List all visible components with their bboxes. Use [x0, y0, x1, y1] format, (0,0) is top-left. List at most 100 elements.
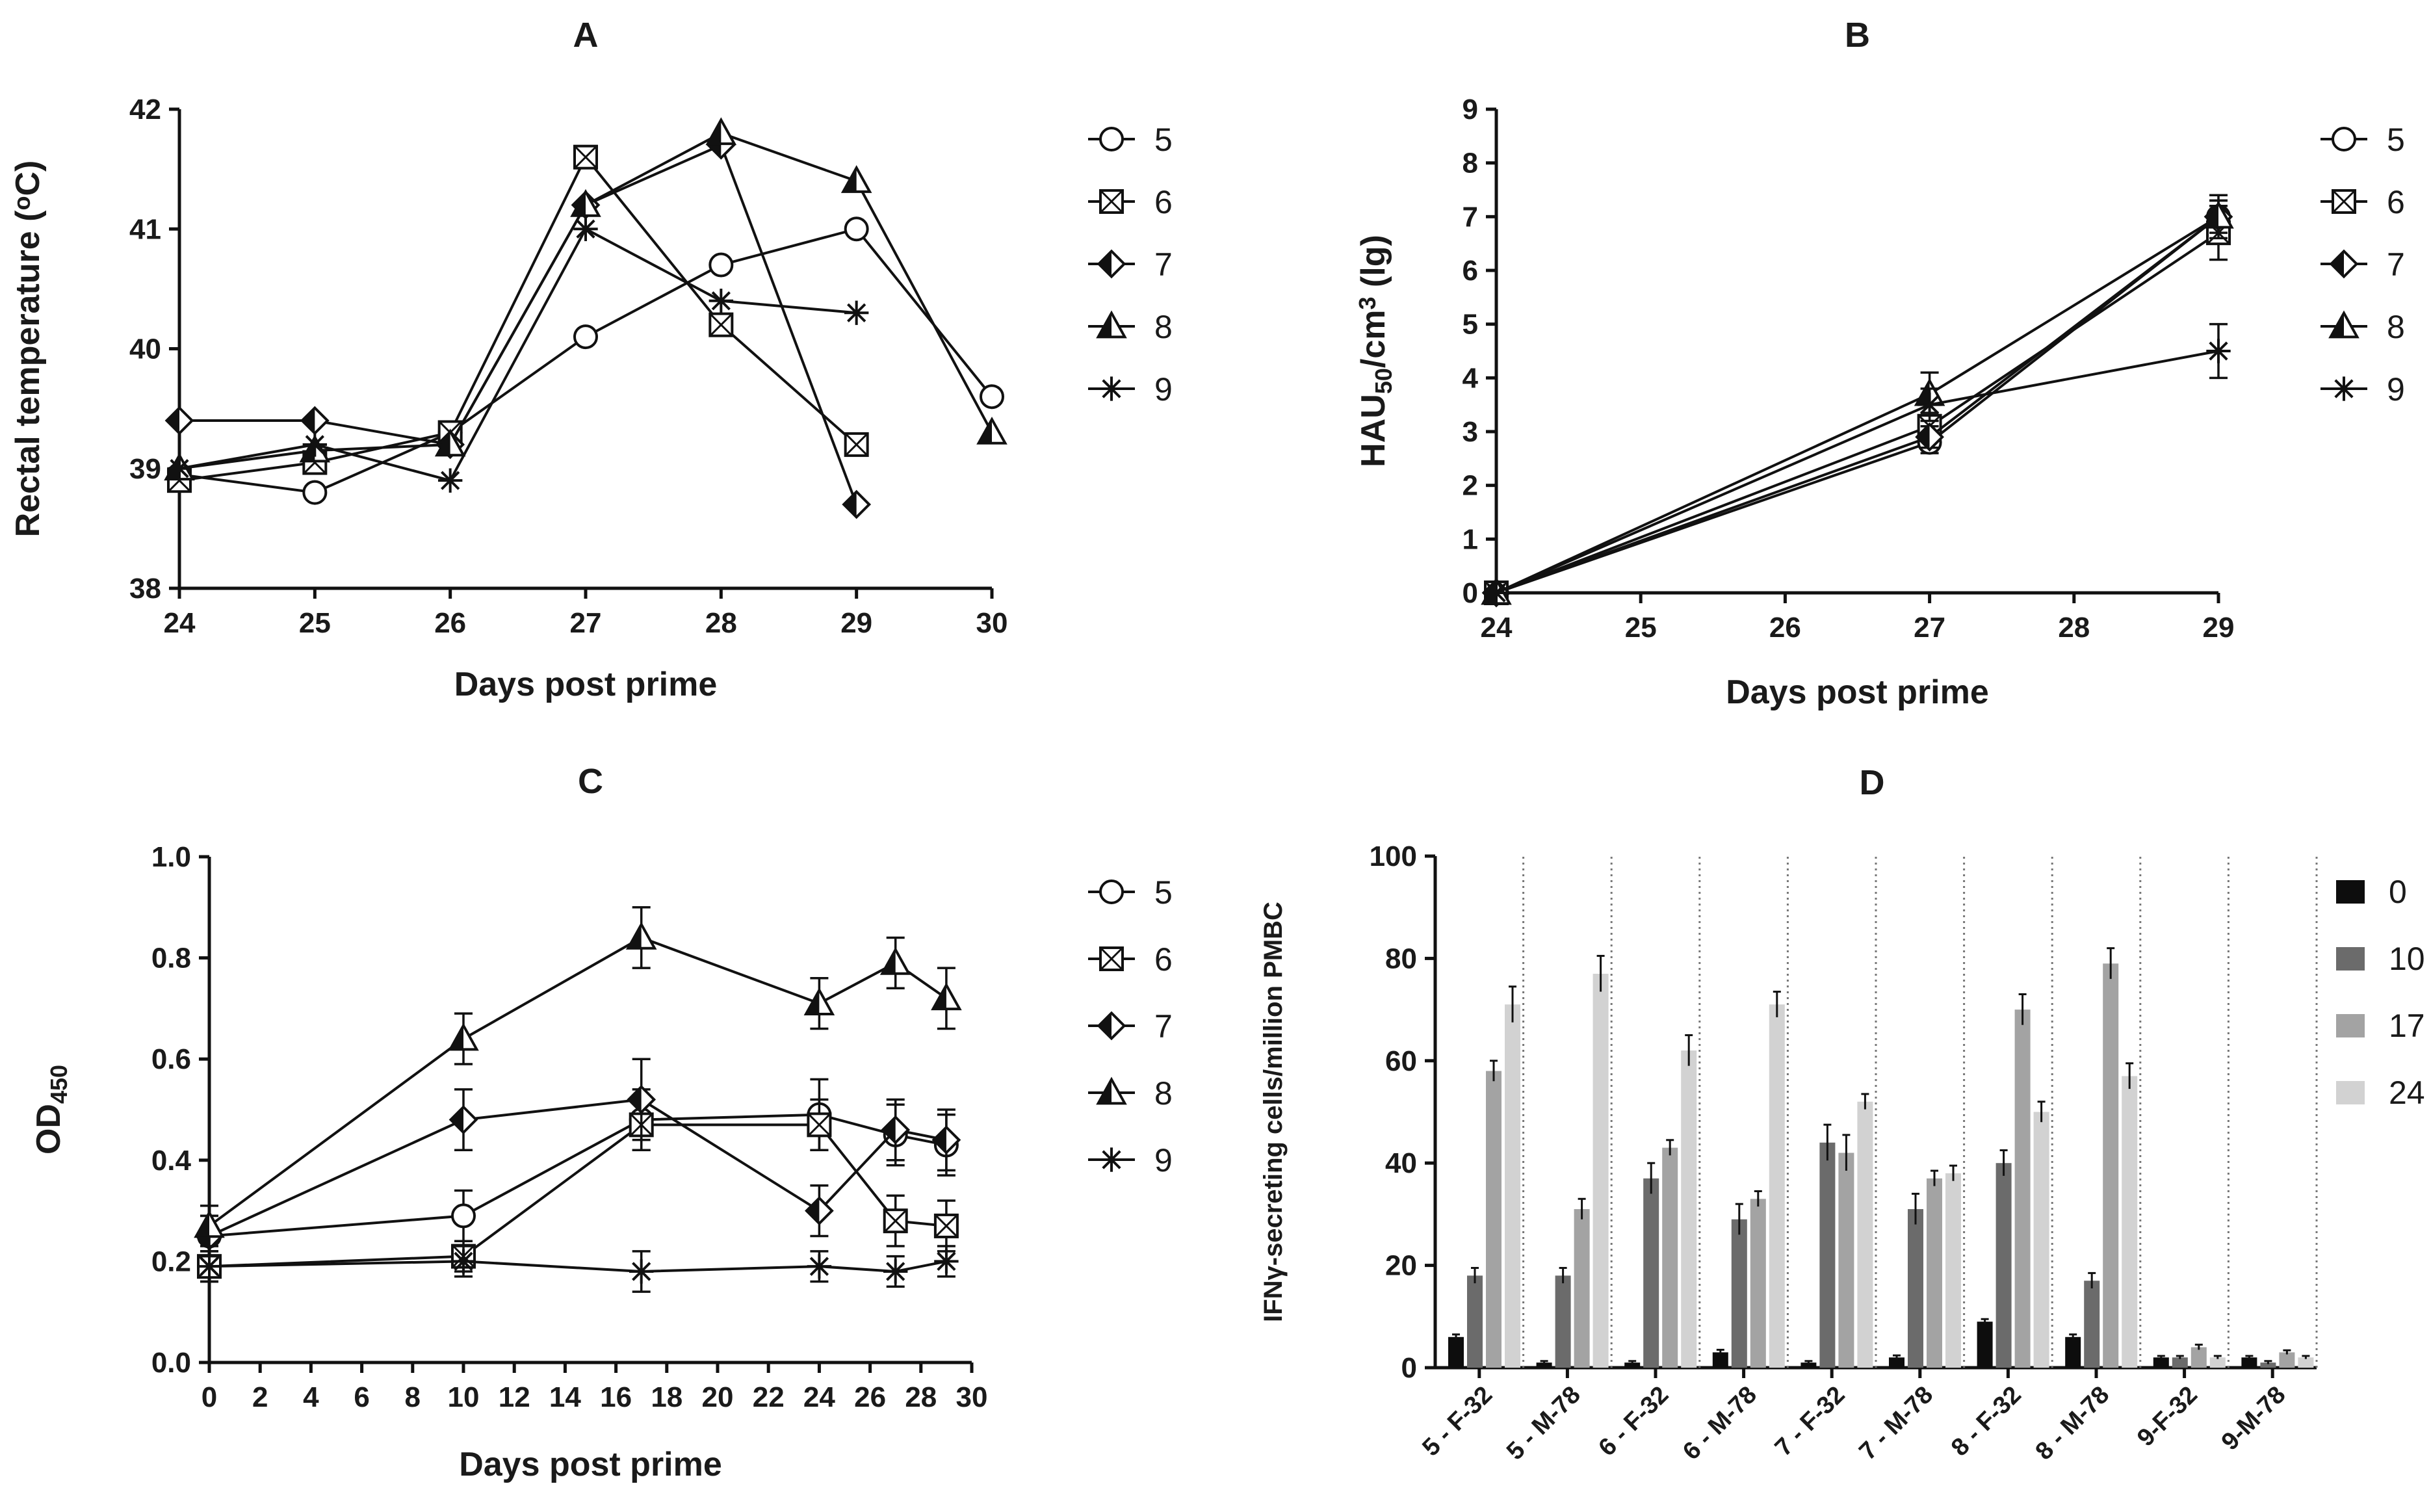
- legend-entry-7: 7: [2320, 246, 2405, 283]
- bar: [1819, 1142, 1836, 1368]
- bar: [1643, 1178, 1659, 1368]
- marker-star-ray: [1102, 1150, 1121, 1169]
- bar: [2209, 1357, 2226, 1368]
- x-tick-label: 27: [570, 607, 602, 639]
- series-line: [208, 936, 948, 1227]
- legend-entry-5: 5: [1088, 874, 1173, 911]
- marker-x: [573, 145, 598, 169]
- series-8: [164, 117, 1008, 481]
- y-axis-label-part: 3: [1354, 296, 1381, 309]
- legend-marker: [1099, 127, 1124, 151]
- x-tick-label: 8 - M-78: [2031, 1381, 2115, 1466]
- x-axis-label: Days post prime: [454, 666, 718, 703]
- bar: [1996, 1163, 2012, 1368]
- legend-entry-0: 0: [2336, 874, 2407, 910]
- x-tick-label: 30: [956, 1381, 988, 1413]
- bar: [2260, 1362, 2276, 1368]
- data-point: [883, 1259, 908, 1284]
- marker-star-ray: [809, 1257, 829, 1276]
- data-point: [840, 165, 872, 193]
- legend-entry-5: 5: [2320, 122, 2405, 158]
- y-axis-label-part: /cm: [1355, 310, 1392, 369]
- data-point: [167, 456, 192, 481]
- marker-triangle-fill: [196, 1212, 209, 1237]
- bar: [1592, 974, 1609, 1368]
- marker-diamond-fill: [844, 491, 857, 517]
- bar: [1505, 1004, 1520, 1368]
- marker-triangle-fill: [450, 1025, 463, 1050]
- x-tick-label: 14: [549, 1381, 581, 1413]
- panel-title: B: [1845, 16, 1870, 55]
- data-point: [302, 432, 328, 457]
- marker-star-ray: [2209, 341, 2228, 361]
- series-line: [1496, 215, 2220, 594]
- marker-triangle-fill: [843, 168, 857, 192]
- data-point: [573, 324, 598, 350]
- data-point: [1917, 392, 1942, 417]
- data-point: [883, 1208, 908, 1234]
- y-tick-label: 0.2: [151, 1245, 191, 1277]
- x-tick-label: 27: [1914, 612, 1945, 644]
- series-line: [179, 227, 857, 482]
- data-point: [705, 117, 737, 146]
- marker-circle: [302, 480, 328, 505]
- data-point: [933, 1213, 959, 1238]
- legend-label: 24: [2389, 1075, 2425, 1111]
- marker-star-ray: [632, 1262, 651, 1281]
- data-point: [629, 1259, 654, 1284]
- y-tick-label: 0: [1462, 577, 1478, 609]
- y-axis-label: OD450: [30, 1065, 72, 1154]
- y-tick-label: 7: [1462, 201, 1478, 233]
- y-tick-label: 80: [1385, 943, 1417, 974]
- marker-star-ray: [1102, 379, 1121, 398]
- legend-swatch: [2336, 947, 2365, 971]
- legend-entry-6: 6: [1088, 941, 1173, 978]
- bar: [1555, 1275, 1571, 1368]
- x-tick-label: 24: [803, 1381, 835, 1413]
- series-9: [1484, 322, 2231, 605]
- y-axis-label-part: o: [8, 196, 35, 211]
- panel-title: D: [1860, 763, 1885, 802]
- x-tick-label: 25: [1625, 612, 1657, 644]
- bar: [2153, 1357, 2169, 1368]
- bar: [1681, 1050, 1697, 1368]
- bar: [2190, 1347, 2207, 1368]
- marker-star-ray: [305, 435, 324, 454]
- x-tick-label: 16: [600, 1381, 632, 1413]
- x-tick-label: 18: [651, 1381, 682, 1413]
- y-tick-label: 0.0: [151, 1347, 191, 1379]
- bar-group: [1448, 985, 1520, 1368]
- legend-label: 9: [1154, 1142, 1173, 1179]
- marker-triangle-fill: [1916, 380, 1930, 405]
- data-point: [807, 1112, 832, 1138]
- marker-triangle-fill: [628, 924, 642, 948]
- bar: [2279, 1352, 2295, 1368]
- data-point: [197, 1254, 222, 1279]
- data-point: [448, 1023, 479, 1051]
- y-axis-label: IFNγ-secreting cells/million PMBC: [1259, 902, 1288, 1322]
- marker-triangle-fill: [806, 990, 820, 1014]
- legend-label: 9: [2387, 371, 2405, 408]
- legend-entry-9: 9: [1088, 1142, 1173, 1179]
- bar: [1977, 1322, 1993, 1368]
- bar-group: [1889, 1164, 1961, 1368]
- x-tick-label: 28: [705, 607, 737, 639]
- data-point: [803, 987, 835, 1015]
- legend-label: 0: [2389, 874, 2407, 910]
- marker-star-ray: [441, 471, 460, 490]
- bar: [2103, 963, 2119, 1368]
- marker-x: [807, 1113, 831, 1137]
- legend-swatch: [2336, 880, 2365, 904]
- data-point: [627, 1085, 656, 1114]
- x-tick-label: 6 - M-78: [1678, 1381, 1762, 1466]
- marker-diamond-fill: [806, 1198, 820, 1224]
- marker-triangle-fill: [1098, 1079, 1112, 1104]
- data-point: [708, 312, 734, 337]
- legend-swatch: [2336, 1081, 2365, 1104]
- legend-label: 8: [1154, 1075, 1173, 1112]
- data-point: [807, 1254, 832, 1279]
- series-line: [1496, 215, 2220, 594]
- y-tick-label: 4: [1462, 362, 1479, 394]
- marker-circle: [708, 252, 734, 278]
